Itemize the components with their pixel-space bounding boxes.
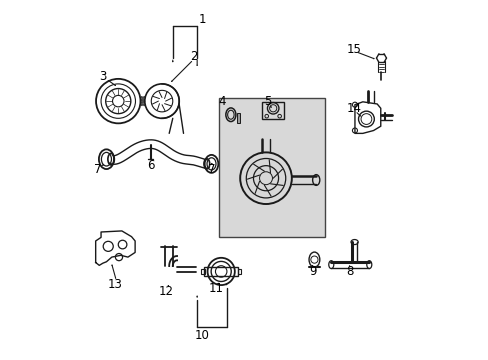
Bar — [203, 267, 238, 276]
Bar — [237, 113, 240, 123]
Text: 3: 3 — [100, 69, 107, 82]
Text: 4: 4 — [218, 95, 225, 108]
Text: 8: 8 — [345, 265, 352, 278]
Text: 2: 2 — [189, 50, 197, 63]
Text: 11: 11 — [208, 282, 224, 295]
Text: 9: 9 — [308, 265, 316, 278]
Bar — [262, 102, 284, 119]
Text: 14: 14 — [346, 102, 361, 115]
Text: 1: 1 — [199, 13, 206, 26]
Text: 13: 13 — [108, 278, 122, 291]
Bar — [237, 269, 241, 274]
Text: 6: 6 — [146, 159, 154, 172]
Bar — [219, 98, 325, 237]
Text: 12: 12 — [159, 285, 173, 298]
Text: 15: 15 — [346, 42, 361, 55]
Text: 7: 7 — [94, 163, 101, 176]
Text: 7: 7 — [207, 163, 215, 176]
Bar — [201, 269, 204, 274]
Text: 10: 10 — [194, 329, 209, 342]
Text: 5: 5 — [264, 95, 271, 108]
